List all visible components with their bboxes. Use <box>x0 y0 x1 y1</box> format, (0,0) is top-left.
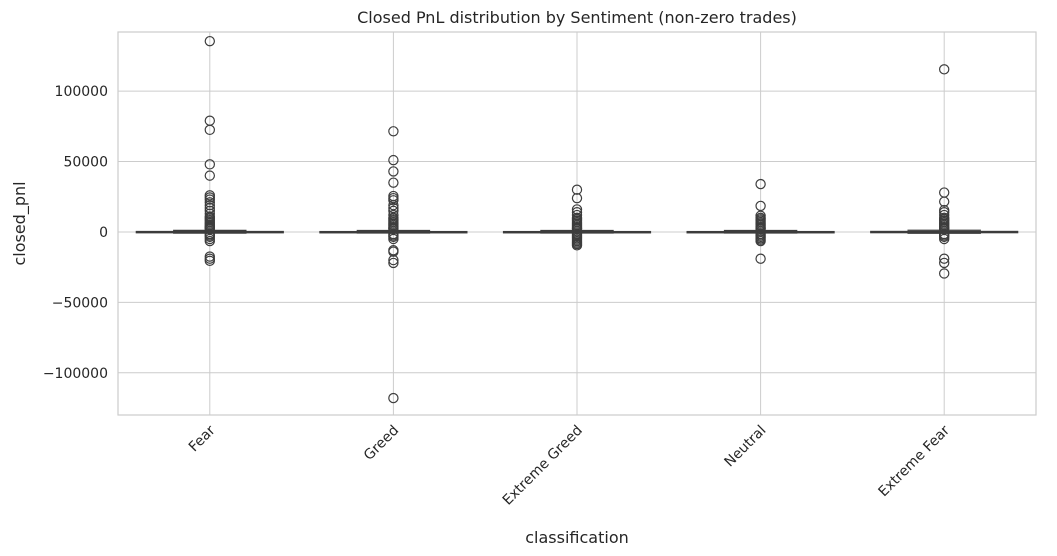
outlier-point <box>571 207 583 218</box>
x-tick-label: Extreme Greed <box>500 423 586 509</box>
outlier-point <box>204 208 215 219</box>
outlier-point <box>388 199 399 211</box>
outlier-point <box>388 154 399 166</box>
outlier-point <box>204 223 215 235</box>
x-tick-label: Extreme Fear <box>876 422 954 500</box>
outlier-point <box>204 202 215 214</box>
outlier-point <box>388 177 399 188</box>
outlier-point <box>755 200 766 212</box>
outlier-point <box>388 257 399 269</box>
y-tick-label: −50000 <box>52 295 108 311</box>
outlier-point <box>204 235 215 247</box>
outlier-point <box>388 202 399 214</box>
outlier-point <box>939 268 950 279</box>
box-greed <box>319 126 468 404</box>
outlier-point <box>204 199 215 211</box>
outlier-point <box>388 195 399 206</box>
outlier-point <box>571 240 583 251</box>
outlier-point <box>571 192 583 204</box>
outlier-point <box>204 255 215 267</box>
outlier-point <box>388 246 399 257</box>
y-tick-label: 50000 <box>63 155 108 171</box>
outlier-point <box>939 64 950 75</box>
outlier-point <box>204 205 215 217</box>
outlier-point <box>939 196 950 207</box>
box-extreme-fear <box>870 64 1019 279</box>
y-tick-label: 100000 <box>55 84 108 100</box>
outlier-point <box>388 126 399 137</box>
outlier-point <box>939 253 950 264</box>
box-extreme-greed <box>502 184 652 251</box>
outlier-point <box>204 170 215 181</box>
chart-title: Closed PnL distribution by Sentiment (no… <box>357 8 797 27</box>
x-tick-label: Neutral <box>722 423 770 471</box>
outlier-point <box>755 178 766 190</box>
x-axis-label: classification <box>525 528 629 547</box>
box-fear <box>135 35 284 267</box>
outlier-point <box>204 159 215 170</box>
outlier-point <box>939 233 950 245</box>
outlier-point <box>755 235 766 247</box>
boxes-layer <box>135 35 1019 404</box>
outlier-point <box>204 35 215 47</box>
outlier-point <box>939 223 950 235</box>
x-tick-label: Fear <box>186 422 219 455</box>
outlier-point <box>388 209 399 221</box>
y-tick-label: −100000 <box>43 366 108 382</box>
outlier-point <box>571 204 583 215</box>
outlier-point <box>939 257 950 269</box>
outlier-point <box>204 194 215 205</box>
outlier-point <box>204 124 215 136</box>
x-tick-label: Greed <box>361 423 402 464</box>
box-neutral <box>686 178 835 264</box>
x-tick-labels: Fear Greed Extreme Greed Neutral Extreme Fea… <box>186 422 953 508</box>
outlier-point <box>388 205 399 217</box>
outlier-point <box>388 233 399 245</box>
outlier-point <box>939 209 950 221</box>
y-tick-label: 0 <box>99 225 108 241</box>
outlier-point <box>571 184 583 195</box>
outlier-point <box>755 253 766 264</box>
outlier-point <box>571 209 583 221</box>
y-tick-labels: 100000 50000 0 −50000 −100000 <box>43 84 108 382</box>
plot-frame <box>117 31 1037 416</box>
outlier-point <box>388 223 399 235</box>
outlier-point <box>939 207 950 218</box>
outlier-point <box>388 166 399 177</box>
y-axis-label: closed_pnl <box>10 181 30 265</box>
outlier-point <box>388 254 399 266</box>
outlier-point <box>388 392 399 404</box>
outlier-point <box>204 197 215 208</box>
